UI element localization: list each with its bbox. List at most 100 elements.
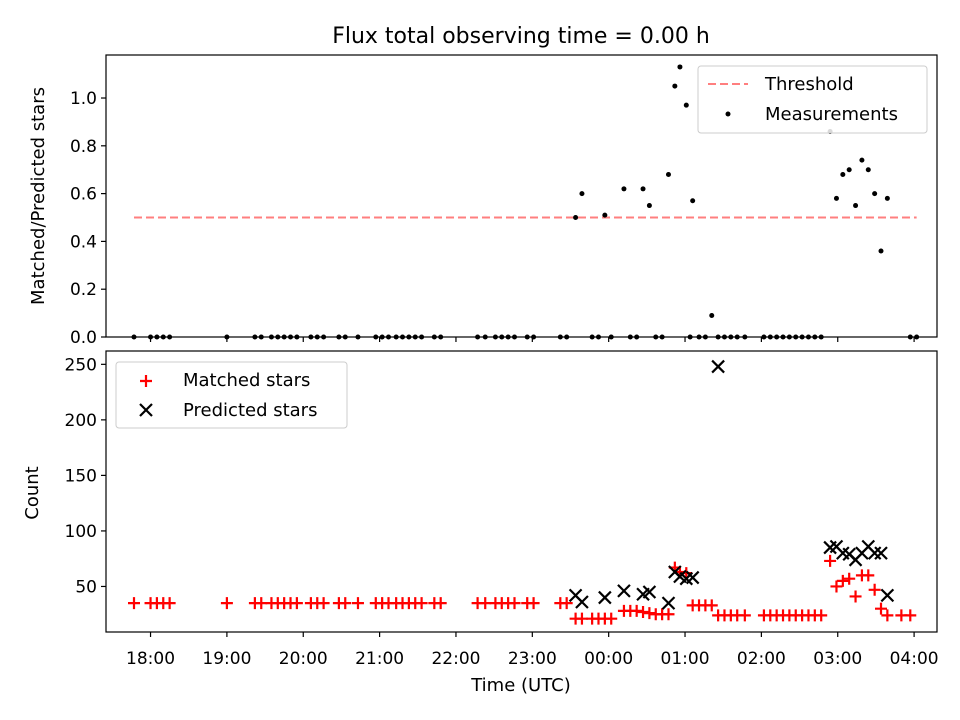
matched-star-marker: [339, 597, 352, 610]
x-tick-label: 23:00: [508, 649, 557, 669]
predicted-star-marker: [575, 595, 589, 609]
legend-threshold-label: Threshold: [764, 74, 854, 95]
legend-predicted-label: Predicted stars: [183, 400, 317, 421]
matched-star-marker: [434, 597, 447, 610]
bottom-legend: Matched stars Predicted stars: [115, 361, 348, 429]
matched-star-marker: [560, 597, 573, 610]
matched-star-marker: [637, 606, 650, 619]
x-tick-label: 18:00: [126, 649, 175, 669]
measurement-point: [872, 191, 878, 197]
predicted-star-marker: [880, 588, 895, 603]
x-tick-label: 04:00: [890, 649, 939, 669]
matched-star-marker: [868, 583, 881, 596]
measurement-point: [840, 171, 846, 177]
bottom-y-tick-label: 150: [65, 466, 97, 486]
measurement-point: [709, 312, 715, 318]
measurement-point: [602, 212, 608, 218]
measurement-point: [878, 248, 884, 254]
matched-star-marker: [904, 609, 917, 622]
matched-star-marker: [290, 597, 303, 610]
measurement-point: [884, 195, 890, 201]
legend-measurements-label: Measurements: [765, 104, 898, 125]
matched-star-marker: [875, 602, 888, 615]
matched-star-marker: [815, 609, 828, 622]
legend-matched-swatch: [140, 375, 152, 387]
top-y-tick-label: 0.4: [70, 232, 97, 252]
top-panel: 0.0 0.2 0.4 0.6 0.8 1.0 Matched/Predicted sta…: [28, 54, 938, 348]
matched-star-marker: [255, 597, 268, 610]
measurement-point: [846, 167, 852, 173]
matched-star-marker: [605, 612, 618, 625]
matched-star-marker: [220, 597, 233, 610]
legend-predicted-swatch: [139, 403, 153, 417]
predicted-star-marker: [711, 359, 725, 374]
matched-star-marker: [643, 607, 656, 620]
x-tick-label: 00:00: [584, 649, 633, 669]
measurement-point: [865, 167, 871, 173]
top-plot-frame: [105, 54, 938, 338]
matched-star-marker: [527, 597, 540, 610]
measurement-point: [859, 157, 865, 163]
chart-title: Flux total observing time = 0.00 h: [332, 24, 710, 49]
matched-star-marker: [317, 597, 330, 610]
measurement-point: [665, 171, 671, 177]
predicted-star-marker: [661, 596, 676, 610]
matched-star-marker: [881, 609, 894, 622]
x-tick-label: 03:00: [813, 649, 862, 669]
predicted-star-marker: [685, 570, 700, 585]
x-tick-label: 01:00: [661, 649, 710, 669]
predicted-star-marker: [642, 585, 657, 599]
measurement-point: [833, 195, 839, 201]
x-tick-label: 20:00: [279, 649, 328, 669]
matched-star-marker: [843, 572, 856, 585]
matched-star-marker: [479, 597, 492, 610]
x-tick-label: 19:00: [202, 649, 251, 669]
bottom-y-tick-label: 50: [75, 577, 97, 597]
x-axis-label: Time (UTC): [470, 675, 571, 696]
top-y-tick-label: 1.0: [70, 89, 97, 109]
bottom-plot-frame: [105, 350, 938, 633]
matched-star-marker: [508, 597, 521, 610]
top-y-tick-label: 0.6: [70, 185, 97, 205]
matched-star-marker: [862, 569, 875, 582]
matched-star-marker: [415, 597, 428, 610]
bottom-y-tick-label: 100: [65, 522, 97, 542]
matched-star-marker: [630, 604, 643, 617]
predicted-star-marker: [867, 546, 882, 560]
matched-star-marker: [705, 599, 718, 612]
legend-measurements-swatch: [725, 111, 731, 117]
predicted-star-marker: [598, 590, 612, 605]
bottom-legend-box: [115, 361, 348, 429]
matched-star-marker: [824, 554, 837, 567]
bottom-y-tick-label: 250: [65, 355, 97, 375]
matched-star-marker: [662, 608, 675, 621]
top-y-axis-label: Matched/Predicted stars: [28, 87, 49, 305]
measurement-point: [677, 64, 683, 70]
measurement-point: [853, 203, 859, 209]
legend-matched-label: Matched stars: [183, 370, 310, 391]
bottom-y-axis-label: Count: [22, 466, 43, 519]
bottom-y-tick-label: 200: [65, 411, 97, 431]
measurement-point: [646, 203, 652, 209]
measurement-point: [621, 186, 627, 192]
matched-star-marker: [738, 609, 751, 622]
measurement-point: [672, 83, 678, 89]
predicted-star-marker: [874, 546, 888, 560]
top-y-tick-label: 0.0: [70, 328, 97, 348]
matched-star-marker: [575, 612, 588, 625]
top-y-tick-label: 0.2: [70, 280, 97, 300]
predicted-star-marker: [617, 584, 631, 598]
matched-star-marker: [849, 590, 862, 603]
measurement-point: [573, 215, 579, 221]
matched-star-marker: [836, 574, 849, 587]
measurement-point: [690, 198, 696, 204]
matched-star-marker: [163, 597, 176, 610]
top-legend-box: [697, 65, 928, 134]
bottom-panel: 50 100 150 200 250 18:00 19:00 20:00 21:00 22:00…: [22, 350, 939, 696]
x-tick-label: 22:00: [431, 649, 480, 669]
top-y-tick-label: 0.8: [70, 137, 97, 157]
measurement-point: [683, 102, 689, 108]
matched-star-marker: [351, 597, 364, 610]
measurement-point: [579, 191, 585, 197]
